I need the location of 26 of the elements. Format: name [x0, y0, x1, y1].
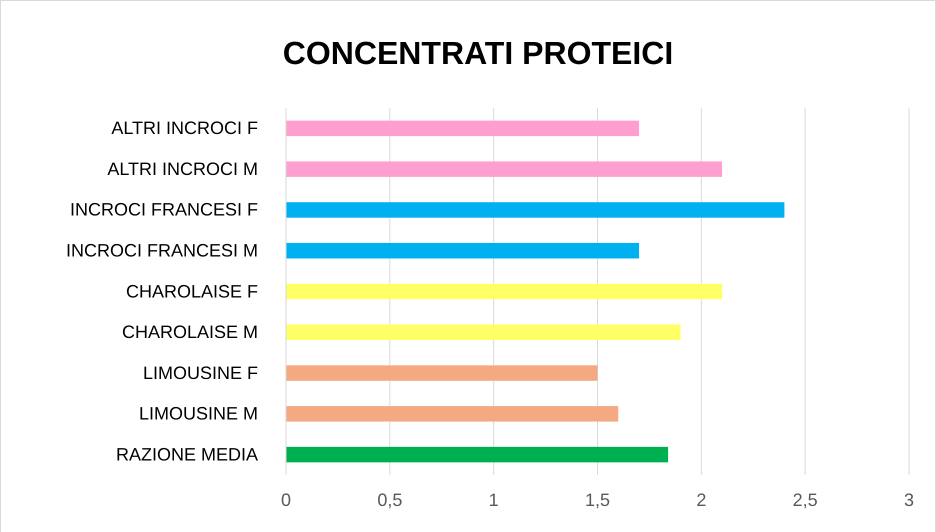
bar — [286, 406, 618, 422]
bar — [286, 446, 668, 462]
y-tick-label: ALTRI INCROCI F — [111, 118, 258, 138]
y-tick-label: ALTRI INCROCI M — [107, 158, 258, 179]
x-tick-label: 1,5 — [584, 490, 610, 510]
y-tick-label: RAZIONE MEDIA — [116, 444, 258, 464]
y-tick-label: INCROCI FRANCESI F — [70, 200, 258, 220]
bar — [286, 324, 681, 340]
y-tick-label: LIMOUSINE M — [138, 404, 258, 424]
bar — [286, 202, 784, 218]
y-tick-label: CHAROLAISE F — [126, 281, 258, 302]
y-tick-label: INCROCI FRANCESI M — [66, 240, 258, 260]
x-tick-label: 3 — [904, 490, 914, 510]
chart-title: CONCENTRATI PROTEICI — [282, 35, 674, 71]
bar — [286, 161, 722, 177]
x-tick-label: 1 — [488, 490, 499, 510]
bar — [286, 365, 598, 381]
bar — [286, 242, 640, 258]
bar — [286, 284, 722, 300]
y-tick-label: CHAROLAISE M — [122, 322, 258, 342]
bar — [286, 120, 640, 136]
y-tick-label: LIMOUSINE F — [142, 362, 258, 383]
x-tick-label: 2 — [696, 490, 706, 510]
x-tick-label: 0 — [280, 490, 292, 510]
x-tick-label: 0,5 — [377, 490, 402, 510]
x-tick-label: 2,5 — [792, 490, 818, 510]
